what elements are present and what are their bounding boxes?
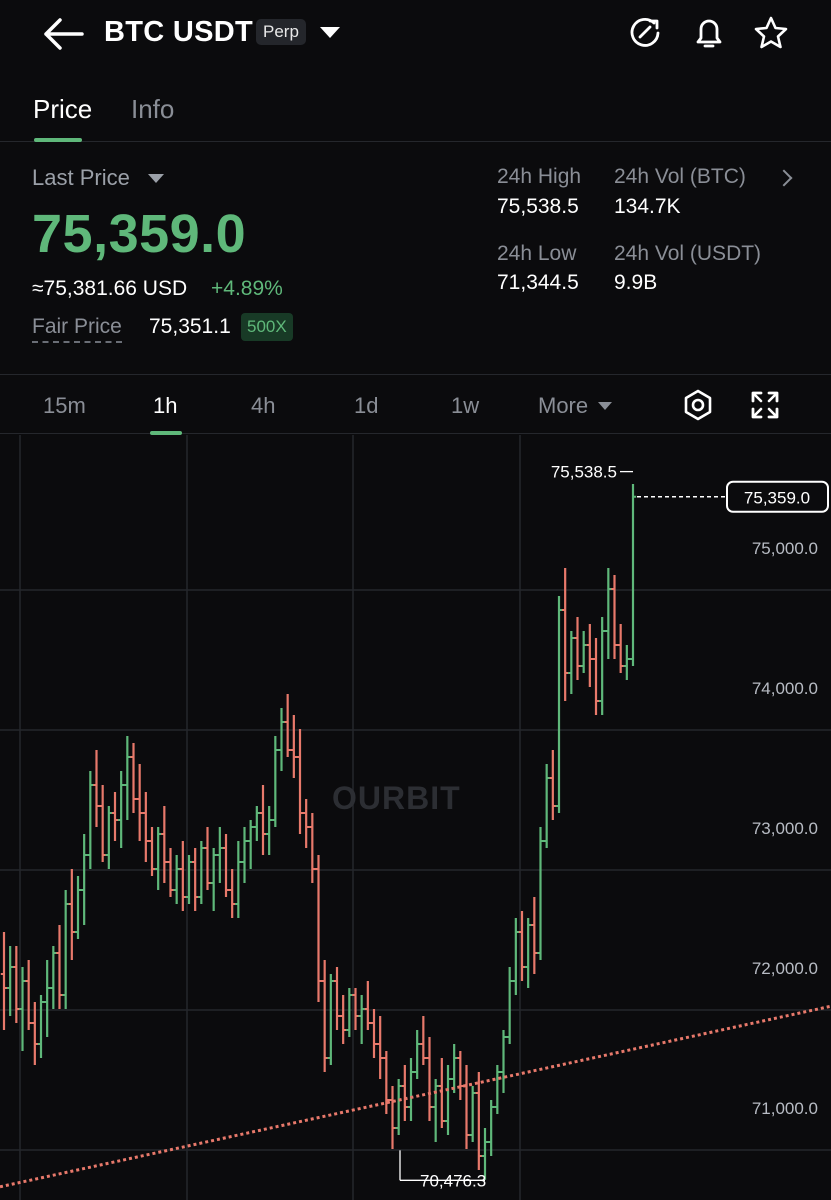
last-price-caret-icon[interactable] [148,174,164,183]
usd-price: ≈75,381.66 USD [32,277,188,300]
last-price-value: 75,359.0 [32,204,247,264]
tab-price[interactable]: Price [33,94,93,124]
tab-active-indicator [34,138,82,142]
star-icon[interactable] [752,14,790,52]
leverage-badge: 500X [241,313,293,341]
vol-usdt-value: 9.9B [614,271,658,294]
trendline [0,1004,831,1189]
pair-dropdown-caret-icon[interactable] [320,27,340,38]
fair-price-value: 75,351.1 [149,315,231,338]
price-chart[interactable]: 75,000.0 74,000.0 73,000.0 72,000.0 71,000.0… [0,435,831,1200]
max-price-label: 75,538.5 [551,463,617,482]
chart-settings-icon[interactable] [681,388,715,422]
high-24h-value: 75,538.5 [497,195,579,218]
y-tick-label: 71,000.0 [752,1099,818,1118]
fair-price-label[interactable]: Fair Price [32,315,122,343]
interval-active-indicator [150,431,182,435]
price-change-percent: +4.89% [211,277,283,300]
last-price-label[interactable]: Last Price [32,165,130,190]
y-tick-label: 75,000.0 [752,539,818,558]
last-price-tag: 75,359.0 [744,489,810,508]
ourbit-watermark: OURBIT [332,780,461,816]
candlestick-chart[interactable]: 75,000.0 74,000.0 73,000.0 72,000.0 71,000.0… [0,435,831,1200]
min-price-label: 70,476.3 [420,1171,486,1190]
interval-bar: 15m 1h 4h 1d 1w More [0,376,831,435]
chevron-right-icon[interactable] [775,169,793,187]
vol-btc-label: 24h Vol (BTC) [614,165,746,188]
fullscreen-icon[interactable] [748,388,782,422]
interval-1d[interactable]: 1d [354,393,379,418]
bell-icon[interactable] [690,14,728,52]
market-stats: Last Price 75,359.0 ≈75,381.66 USD +4.89… [0,143,831,375]
y-tick-label: 74,000.0 [752,679,818,698]
pair-title[interactable]: BTC USDT [104,16,253,48]
perp-badge: Perp [256,19,306,45]
interval-more[interactable]: More [538,393,589,418]
interval-4h[interactable]: 4h [251,393,276,418]
interval-15m[interactable]: 15m [43,393,86,418]
last-price-box [726,480,829,513]
y-tick-label: 72,000.0 [752,959,818,978]
tab-bar: Price Info [0,84,831,142]
app-header: BTC USDT Perp [0,0,831,70]
more-caret-icon[interactable] [598,402,612,410]
vol-btc-value: 134.7K [614,195,681,218]
vol-usdt-label: 24h Vol (USDT) [614,242,762,265]
tab-info[interactable]: Info [131,94,175,124]
refresh-icon[interactable] [626,14,664,52]
y-tick-label: 73,000.0 [752,819,818,838]
low-24h-label: 24h Low [497,242,577,265]
interval-1w[interactable]: 1w [451,393,480,418]
low-24h-value: 71,344.5 [497,271,579,294]
high-24h-label: 24h High [497,165,582,188]
interval-1h[interactable]: 1h [153,393,178,418]
back-arrow-icon[interactable] [40,14,86,54]
